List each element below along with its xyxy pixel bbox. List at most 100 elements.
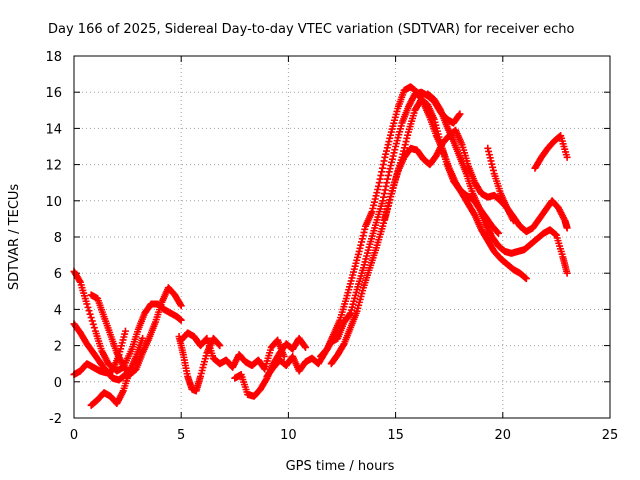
y-axis-label: SDTVAR / TECUs bbox=[7, 184, 22, 291]
x-tick-label: 15 bbox=[387, 428, 404, 443]
data-point bbox=[456, 110, 464, 118]
data-point bbox=[401, 141, 409, 149]
series-track-n bbox=[484, 144, 518, 225]
data-point bbox=[90, 324, 98, 332]
plot-frame bbox=[73, 55, 611, 419]
data-point bbox=[380, 193, 388, 201]
data-point bbox=[381, 186, 389, 194]
data-point bbox=[83, 300, 91, 308]
data-point bbox=[84, 303, 92, 311]
data-point bbox=[381, 153, 389, 161]
data-point bbox=[370, 198, 378, 206]
y-tick-label: 10 bbox=[45, 195, 62, 210]
data-point bbox=[357, 241, 365, 249]
data-point bbox=[386, 196, 394, 204]
y-tick-label: -2 bbox=[49, 412, 62, 427]
data-point bbox=[361, 225, 369, 233]
data-point bbox=[563, 269, 571, 277]
data-point bbox=[215, 341, 223, 349]
data-point bbox=[382, 182, 390, 190]
series-track-e bbox=[87, 334, 147, 409]
y-tick-label: 18 bbox=[45, 50, 62, 65]
data-point bbox=[387, 193, 395, 201]
data-point bbox=[360, 228, 368, 236]
data-point bbox=[372, 192, 380, 200]
x-tick-label: 20 bbox=[495, 428, 512, 443]
data-point bbox=[386, 134, 394, 142]
data-point bbox=[378, 164, 386, 172]
data-point bbox=[400, 144, 408, 152]
data-point bbox=[522, 275, 530, 283]
data-point bbox=[88, 317, 96, 325]
data-point bbox=[485, 147, 493, 155]
data-point bbox=[176, 300, 184, 308]
data-point bbox=[86, 310, 94, 318]
data-point bbox=[376, 175, 384, 183]
series-track-m bbox=[424, 90, 503, 237]
series-track-k bbox=[327, 95, 571, 368]
data-point bbox=[382, 147, 390, 155]
data-point bbox=[375, 179, 383, 187]
data-point bbox=[384, 202, 392, 210]
data-point bbox=[368, 208, 376, 216]
y-tick-label: 2 bbox=[54, 340, 62, 355]
x-tick-label: 10 bbox=[280, 428, 297, 443]
data-point bbox=[121, 327, 129, 335]
data-point bbox=[390, 149, 398, 157]
data-point bbox=[382, 150, 390, 158]
series-track-i bbox=[263, 88, 464, 380]
data-point bbox=[455, 111, 463, 119]
data-point bbox=[87, 314, 95, 322]
x-axis-label: GPS time / hours bbox=[286, 459, 395, 474]
y-tick-label: 14 bbox=[45, 122, 62, 137]
data-point bbox=[404, 131, 412, 139]
y-tick-label: 16 bbox=[45, 86, 62, 101]
x-tick-label: 5 bbox=[177, 428, 185, 443]
data-point bbox=[76, 277, 84, 285]
series-track-l bbox=[381, 126, 571, 236]
data-point bbox=[387, 131, 395, 139]
data-point bbox=[370, 201, 378, 209]
data-point bbox=[381, 215, 389, 223]
data-point bbox=[383, 179, 391, 187]
data-point bbox=[389, 152, 397, 160]
data-point bbox=[346, 310, 354, 318]
data-point bbox=[487, 157, 495, 165]
data-point bbox=[384, 171, 392, 179]
data-point bbox=[402, 138, 410, 146]
data-point bbox=[301, 342, 309, 350]
data-point bbox=[383, 144, 391, 152]
data-point bbox=[139, 334, 147, 342]
data-point bbox=[495, 229, 503, 237]
data-point bbox=[484, 144, 492, 152]
y-tick-label: 6 bbox=[54, 267, 62, 282]
data-point bbox=[374, 185, 382, 193]
data-point bbox=[384, 141, 392, 149]
data-point bbox=[387, 162, 395, 170]
data-point bbox=[382, 209, 390, 217]
x-tick-label: 25 bbox=[602, 428, 619, 443]
data-point bbox=[563, 153, 571, 161]
data-point bbox=[485, 151, 493, 159]
y-tick-label: 4 bbox=[54, 303, 62, 318]
data-point bbox=[374, 182, 382, 190]
data-point bbox=[369, 204, 377, 212]
data-point bbox=[489, 166, 497, 174]
data-point bbox=[177, 302, 185, 310]
data-point bbox=[388, 158, 396, 166]
data-point bbox=[388, 155, 396, 163]
data-point bbox=[89, 320, 97, 328]
data-point bbox=[280, 352, 288, 360]
data-point bbox=[385, 199, 393, 207]
series-track-c bbox=[70, 327, 129, 379]
series-track-a bbox=[70, 267, 185, 375]
series-track-d bbox=[87, 284, 185, 379]
chart-title: Day 166 of 2025, Sidereal Day-to-day VTE… bbox=[48, 22, 575, 37]
data-point bbox=[358, 238, 366, 246]
data-point bbox=[356, 244, 364, 252]
data-point bbox=[380, 157, 388, 165]
gridlines bbox=[74, 56, 610, 418]
data-point bbox=[371, 195, 379, 203]
data-points bbox=[70, 83, 571, 409]
